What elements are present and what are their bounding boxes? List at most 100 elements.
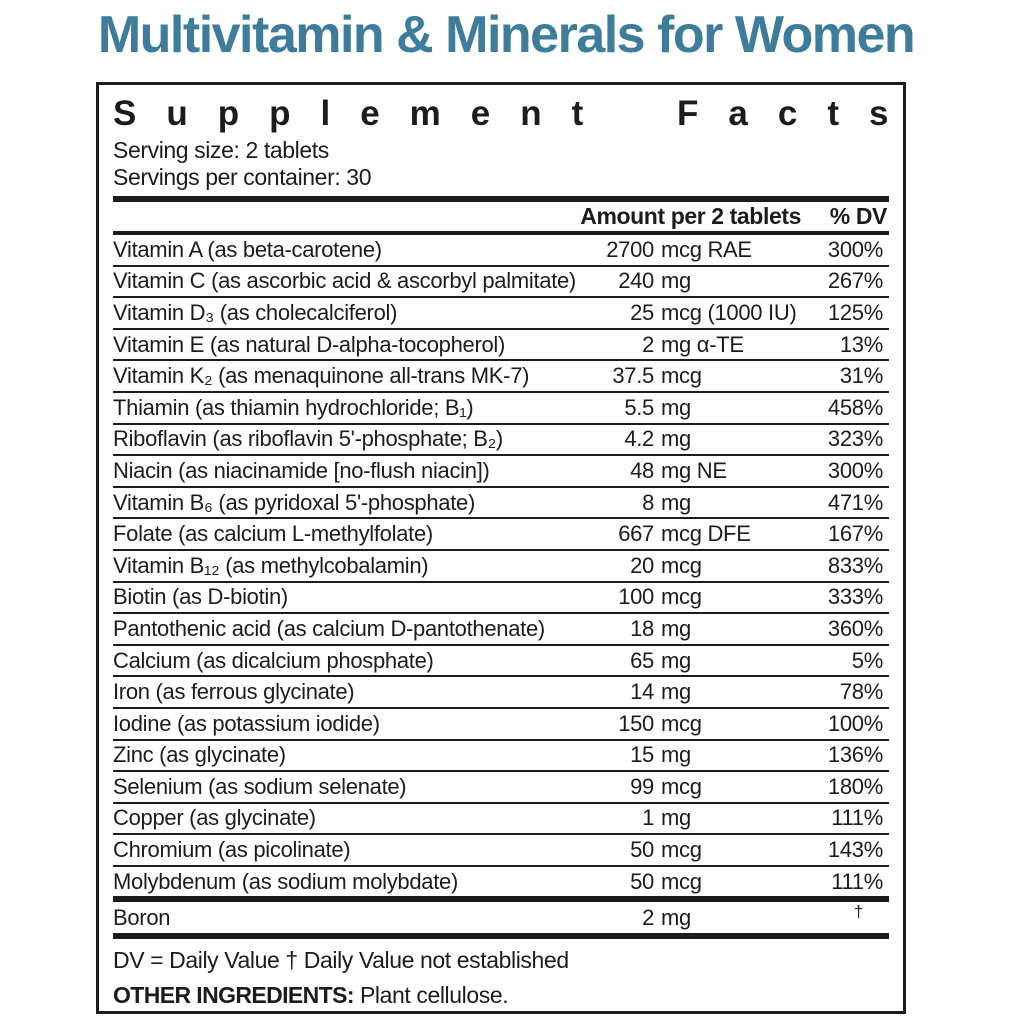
nutrient-amount: 15 mg (559, 742, 817, 768)
nutrient-dv: 100% (827, 710, 883, 736)
row-divider (113, 454, 889, 457)
nutrient-amount-unit: mg NE (661, 457, 727, 483)
table-row: Zinc (as glycinate) 15 mg 136% (113, 741, 889, 771)
nutrient-amount-number: 2 (642, 904, 654, 930)
row-divider (113, 359, 889, 362)
nutrient-name: Niacin (as niacinamide [no-flush niacin]… (113, 457, 490, 483)
nutrient-dv: 471% (827, 489, 883, 515)
nutrient-name: Vitamin D₃ (as cholecalciferol) (113, 299, 398, 325)
nutrient-amount-number: 5.5 (624, 394, 654, 420)
nutrient-amount-unit: mg (661, 904, 691, 930)
amount-column-header: Amount per 2 tablets (580, 203, 801, 229)
nutrient-amount: 240 mg (559, 268, 817, 294)
divider-thick (113, 933, 889, 940)
table-row: Thiamin (as thiamin hydrochloride; B₁) 5.… (113, 393, 889, 423)
nutrient-amount: 18 mg (559, 616, 817, 642)
nutrient-rows: Vitamin A (as beta-carotene) 2700 mcg RAE 3… (113, 235, 889, 896)
other-ingredients-value: Plant cellulose. (359, 982, 509, 1009)
nutrient-amount-unit: mg (661, 615, 691, 641)
nutrient-dv: 136% (827, 742, 883, 768)
nutrient-amount: 20 mcg (559, 553, 817, 579)
nutrient-amount: 14 mg (559, 679, 817, 705)
nutrient-amount-number: 25 (630, 299, 654, 325)
table-row: Vitamin E (as natural D-alpha-tocopherol… (113, 330, 889, 360)
nutrient-name: Vitamin C (as ascorbic acid & ascorbyl p… (113, 268, 576, 294)
dv-column-header: % DV (829, 203, 888, 229)
table-row: Calcium (as dicalcium phosphate) 65 mg 5% (113, 646, 889, 676)
nutrient-amount: 65 mg (559, 648, 817, 674)
nutrient-amount-number: 150 (618, 710, 654, 736)
nutrient-name: Calcium (as dicalcium phosphate) (113, 647, 434, 673)
nutrient-amount-unit: mcg (661, 868, 702, 894)
nutrient-amount: 150 mcg (559, 711, 817, 737)
supplement-facts-panel: Supplement Facts Serving size: 2 tablets… (96, 82, 906, 1014)
table-row: Riboflavin (as riboflavin 5'-phosphate; … (113, 425, 889, 455)
row-divider (113, 864, 889, 867)
nutrient-amount-unit: mg (661, 679, 691, 705)
row-divider (113, 643, 889, 646)
row-divider (113, 548, 889, 551)
nutrient-dv: 458% (827, 394, 883, 420)
table-row: Vitamin A (as beta-carotene) 2700 mcg RAE 3… (113, 235, 889, 265)
nutrient-dv: 360% (827, 615, 883, 641)
divider-medium (113, 231, 889, 235)
table-row: Chromium (as picolinate) 50 mcg 143% (113, 835, 889, 865)
nutrient-amount: 4.2 mg (559, 426, 817, 452)
nutrient-dv: 267% (827, 268, 883, 294)
nutrient-name: Folate (as calcium L-methylfolate) (113, 521, 433, 547)
other-ingredients-label: OTHER INGREDIENTS: (113, 982, 355, 1009)
nutrient-name: Thiamin (as thiamin hydrochloride; B₁) (113, 394, 474, 420)
nutrient-name: Vitamin A (as beta-carotene) (113, 236, 382, 262)
nutrient-amount-number: 2700 (606, 236, 654, 262)
nutrient-dv: 125% (827, 299, 883, 325)
nutrient-amount-number: 50 (630, 837, 654, 863)
servings-per-container-text: Servings per container: 30 (113, 164, 372, 190)
nutrient-dv: 78% (839, 679, 883, 705)
nutrient-amount-number: 1 (642, 805, 654, 831)
nutrient-amount-number: 18 (630, 615, 654, 641)
nutrient-dv: 333% (827, 584, 883, 610)
table-row: Biotin (as D-biotin) 100 mcg 333% (113, 583, 889, 613)
row-divider (113, 770, 889, 773)
nutrient-dv: 167% (827, 521, 883, 547)
nutrient-amount: 99 mcg (559, 774, 817, 800)
nutrient-amount: 8 mg (559, 490, 817, 516)
nutrient-dv: 5% (851, 647, 884, 673)
nutrient-amount-unit: mg (661, 268, 691, 294)
nutrient-amount-number: 100 (618, 584, 654, 610)
nutrient-amount-number: 240 (618, 268, 654, 294)
nutrient-name: Iron (as ferrous glycinate) (113, 679, 355, 705)
nutrient-amount-unit: mg (661, 805, 691, 831)
nutrient-amount: 2700 mcg RAE (559, 237, 817, 263)
nutrient-name: Vitamin E (as natural D-alpha-tocopherol… (113, 331, 506, 357)
nutrient-name: Pantothenic acid (as calcium D-pantothen… (113, 615, 545, 641)
table-row: Iron (as ferrous glycinate) 14 mg 78% (113, 677, 889, 707)
nutrient-amount: 48 mg NE (559, 458, 817, 484)
nutrient-amount: 2 mg (559, 905, 817, 931)
row-divider (113, 580, 889, 583)
row-divider (113, 327, 889, 330)
table-row: Vitamin C (as ascorbic acid & ascorbyl p… (113, 267, 889, 297)
nutrient-name: Biotin (as D-biotin) (113, 584, 288, 610)
nutrient-name: Iodine (as potassium iodide) (113, 710, 380, 736)
nutrient-amount-unit: mg (661, 426, 691, 452)
dv-footnote-text: DV = Daily Value † Daily Value not estab… (113, 947, 569, 974)
nutrient-amount-number: 99 (630, 773, 654, 799)
nutrient-amount-number: 50 (630, 868, 654, 894)
nutrient-amount-number: 15 (630, 742, 654, 768)
nutrient-name: Vitamin B₆ (as pyridoxal 5'-phosphate) (113, 489, 476, 515)
nutrient-name: Zinc (as glycinate) (113, 742, 286, 768)
row-divider (113, 517, 889, 520)
table-row: Copper (as glycinate) 1 mg 111% (113, 804, 889, 834)
nutrient-amount-unit: mg (661, 489, 691, 515)
table-row: Vitamin D₃ (as cholecalciferol) 25 mcg (10… (113, 298, 889, 328)
page-title: Multivitamin & Minerals for Women (97, 6, 916, 64)
nutrient-name: Chromium (as picolinate) (113, 837, 351, 863)
nutrient-amount-unit: mcg DFE (661, 521, 751, 547)
row-divider (113, 264, 889, 267)
row-divider (113, 296, 889, 299)
nutrient-amount: 667 mcg DFE (559, 521, 817, 547)
table-row: Vitamin K₂ (as menaquinone all-trans MK-… (113, 361, 889, 391)
nutrient-amount: 37.5 mcg (559, 363, 817, 389)
nutrient-amount-number: 14 (630, 679, 654, 705)
